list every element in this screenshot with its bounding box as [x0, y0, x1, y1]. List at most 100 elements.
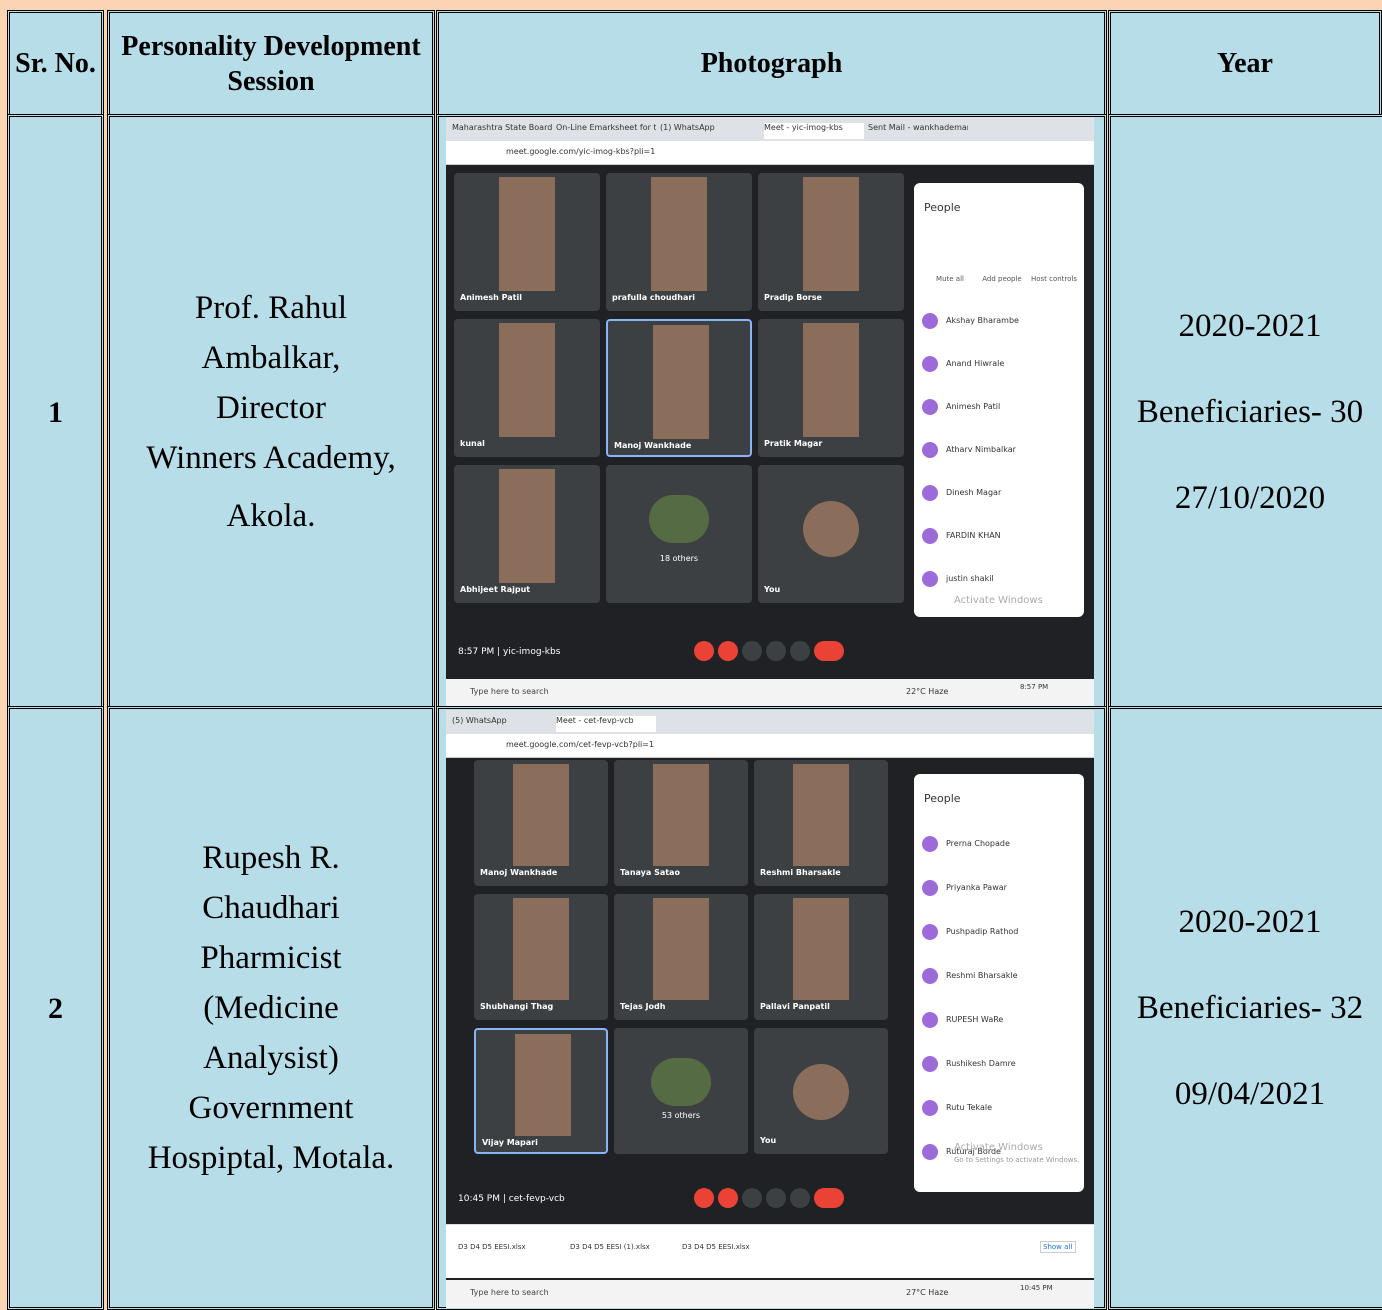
- participant-photo: [803, 323, 859, 437]
- video-tile: Tanaya Satao: [614, 760, 748, 886]
- year-cell: 2020-2021 Beneficiaries- 30 27/10/2020: [1108, 114, 1382, 710]
- control-button: [694, 1188, 714, 1208]
- download-item: D3 D4 D5 EESI (1).xlsx: [570, 1243, 650, 1251]
- video-tile: prafulla choudhari: [606, 173, 752, 311]
- person-avatar: [922, 1100, 938, 1116]
- participant-name: Pallavi Panpatil: [760, 1002, 830, 1011]
- person-avatar: [922, 1056, 938, 1072]
- person-name: Priyanka Pawar: [946, 883, 1007, 892]
- person-avatar: [922, 924, 938, 940]
- sr-cell: 1: [7, 114, 104, 710]
- control-button: [742, 1188, 762, 1208]
- person-line: Prof. Rahul: [194, 290, 348, 326]
- header-cell: Sr. No.: [7, 10, 104, 117]
- people-panel: People Mute all Add people Host controls Aks…: [914, 183, 1084, 617]
- participant-name: Tejas Jodh: [620, 1002, 666, 1011]
- participant-photo: [803, 177, 859, 291]
- participant-name: prafulla choudhari: [612, 293, 696, 302]
- video-tile: kunal: [454, 319, 600, 457]
- participant-name: Manoj Wankhade: [614, 441, 692, 450]
- header-cell: Photograph: [436, 10, 1107, 117]
- control-button: [766, 641, 786, 661]
- video-tile: 18 others: [606, 465, 752, 603]
- person-name: Rushikesh Damre: [946, 1059, 1016, 1068]
- participant-photo: [515, 1034, 571, 1136]
- taskbar-clock: 10:45 PM: [1020, 1284, 1053, 1292]
- downloads-bar: D3 D4 D5 EESI.xlsx D3 D4 D5 EESI (1).xlsx…: [446, 1224, 1094, 1278]
- video-tile: Pratik Magar: [758, 319, 904, 457]
- meeting-bar: 10:45 PM | cet-fevp-vcb: [446, 1180, 1094, 1220]
- browser-tab: (1) WhatsApp: [660, 123, 715, 132]
- taskbar: Type here to search 27°C Haze 10:45 PM: [446, 1280, 1094, 1308]
- meeting-code: cet-fevp-vcb: [508, 1194, 565, 1204]
- video-tile: Vijay Mapari: [474, 1028, 608, 1154]
- taskbar-clock: 8:57 PM: [1020, 683, 1049, 691]
- participant-avatars: [651, 1058, 711, 1106]
- person-name: Pushpadip Rathod: [946, 927, 1019, 936]
- participant-name: 53 others: [661, 1111, 701, 1120]
- person-avatar: [922, 313, 938, 329]
- person-line: Analysist): [203, 1040, 339, 1076]
- participant-photo: [499, 323, 555, 437]
- person-avatar: [922, 399, 938, 415]
- panel-action: Host controls: [1030, 275, 1078, 283]
- meet-screenshot: Maharashtra State Board of On-Line Emarks…: [446, 117, 1094, 707]
- participant-photo: [651, 177, 707, 291]
- download-item: D3 D4 D5 EESI.xlsx: [458, 1243, 526, 1251]
- person-avatar: [922, 880, 938, 896]
- person-line: Ambalkar,: [201, 340, 341, 376]
- control-button: [790, 1188, 810, 1208]
- header-cell: Personality Development Session: [107, 10, 435, 117]
- person-avatar: [922, 528, 938, 544]
- browser-tab: Meet - yic-imog-kbs: [764, 123, 864, 139]
- meeting-time: 10:45 PM: [458, 1194, 500, 1204]
- watermark-sub: Go to Settings to activate Windows.: [954, 1156, 1080, 1164]
- participant-name: Tanaya Satao: [620, 868, 680, 877]
- person-line: Hospiptal, Motala.: [147, 1140, 395, 1176]
- taskbar-weather: 22°C Haze: [906, 687, 949, 696]
- person-name: Ruturaj Borde: [946, 1147, 1001, 1156]
- participant-name: Shubhangi Thag: [480, 1002, 554, 1011]
- url-bar: meet.google.com/cet-fevp-vcb?pli=1: [446, 734, 1094, 758]
- show-all: Show all: [1040, 1241, 1076, 1253]
- meeting-code: yic-imog-kbs: [503, 647, 561, 657]
- person-line: Government: [188, 1090, 354, 1126]
- person-line: Rupesh R.: [202, 840, 340, 876]
- participant-photo: [653, 764, 709, 866]
- video-tile: Animesh Patil: [454, 173, 600, 311]
- participant-name: kunal: [460, 439, 485, 448]
- control-button: [790, 641, 810, 661]
- table: Sr. No. Personality Development Session Ph…: [7, 10, 1382, 1310]
- taskbar: Type here to search 22°C Haze 8:57 PM: [446, 679, 1094, 707]
- download-item: D3 D4 D5 EESI.xlsx: [682, 1243, 750, 1251]
- video-tile: Pradip Borse: [758, 173, 904, 311]
- video-tile: Reshmi Bharsakle: [754, 760, 888, 886]
- person-avatar: [922, 1012, 938, 1028]
- person-name: FARDIN KHAN: [946, 531, 1001, 540]
- participant-name: Vijay Mapari: [482, 1138, 538, 1147]
- participant-photo: [513, 898, 569, 1000]
- participant-photo: [803, 501, 859, 557]
- meeting-bar: 8:57 PM | yic-imog-kbs: [446, 633, 1094, 673]
- participant-name: 18 others: [659, 554, 699, 563]
- year-line: Beneficiaries- 32: [1136, 990, 1364, 1026]
- person-avatar: [922, 968, 938, 984]
- meeting-info: 8:57 PM | yic-imog-kbs: [458, 647, 561, 657]
- person-name: Prerna Chopade: [946, 839, 1010, 848]
- year-line: 2020-2021: [1178, 904, 1322, 940]
- control-button: [814, 1188, 844, 1208]
- participant-avatars: [649, 495, 709, 543]
- url: meet.google.com/cet-fevp-vcb?pli=1: [506, 740, 655, 749]
- person-avatar: [922, 571, 938, 587]
- browser-tab: Meet - cet-fevp-vcb: [556, 716, 656, 732]
- meet-screenshot: (5) WhatsApp Meet - cet-fevp-vcb meet.goog…: [446, 710, 1094, 1308]
- header-cell: Year: [1108, 10, 1382, 117]
- participant-photo: [653, 325, 709, 439]
- person-name: Atharv Nimbalkar: [946, 445, 1016, 454]
- video-tile: Pallavi Panpatil: [754, 894, 888, 1020]
- year-cell: 2020-2021 Beneficiaries- 32 09/04/2021: [1108, 706, 1382, 1310]
- year-line: 09/04/2021: [1174, 1076, 1326, 1112]
- panel-title: People: [924, 201, 961, 214]
- browser-tab: Sent Mail - wankhademanoj: [868, 123, 968, 132]
- browser-tabs: Maharashtra State Board of On-Line Emarks…: [446, 117, 1094, 141]
